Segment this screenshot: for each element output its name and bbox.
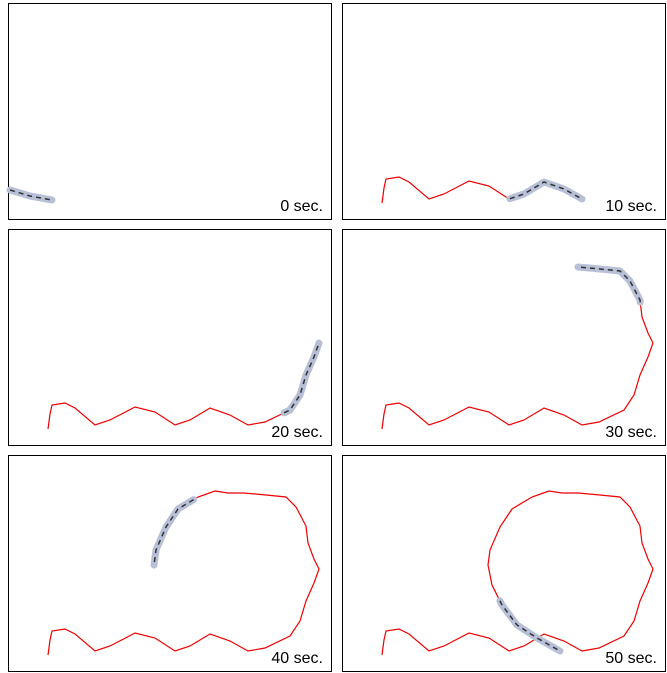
- time-label: 10 sec.: [605, 198, 657, 215]
- time-label: 30 sec.: [605, 424, 657, 441]
- panel: 30 sec.: [342, 229, 666, 446]
- panel-frame: [342, 455, 666, 672]
- time-label: 20 sec.: [271, 424, 323, 441]
- panel-frame: [8, 229, 332, 446]
- time-label: 50 sec.: [605, 650, 657, 667]
- panel: 40 sec.: [8, 455, 332, 672]
- snake-joints: [9, 189, 53, 201]
- panel: 20 sec.: [8, 229, 332, 446]
- time-label: 0 sec.: [280, 198, 323, 215]
- snake-joints: [283, 342, 320, 414]
- trajectory: [381, 266, 654, 430]
- panel-frame: [8, 3, 332, 220]
- panel-frame: [342, 3, 666, 220]
- time-label: 40 sec.: [271, 650, 323, 667]
- snake-joints: [153, 499, 194, 566]
- panel: 50 sec.: [342, 455, 666, 672]
- snake-joints: [509, 181, 583, 200]
- snake-joints: [577, 266, 642, 303]
- trajectory: [381, 490, 654, 656]
- panel: 0 sec.: [6, 3, 332, 220]
- panel-frame: [342, 229, 666, 446]
- panel: 10 sec.: [342, 3, 666, 220]
- trajectory: [47, 490, 320, 656]
- panel-frame: [8, 455, 332, 672]
- snake-joints: [499, 600, 561, 652]
